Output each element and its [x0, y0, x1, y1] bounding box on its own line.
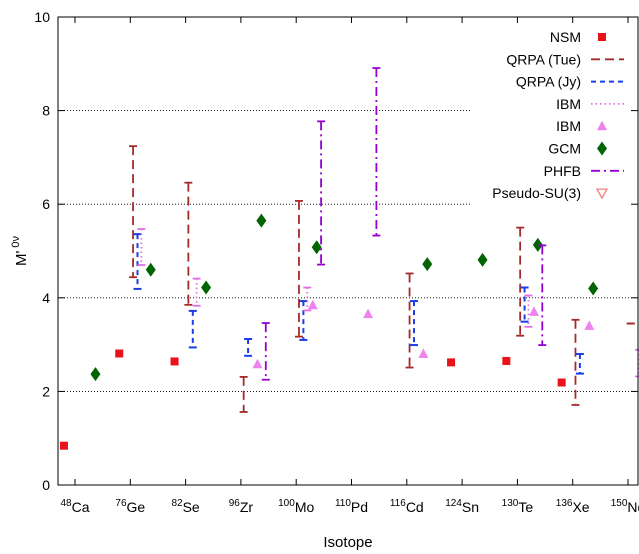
y-tick-label: 0	[42, 477, 50, 493]
x-tick-label: 110Pd	[335, 498, 368, 515]
range-bar	[516, 226, 525, 337]
range-bar	[405, 272, 414, 369]
legend-label: QRPA (Jy)	[516, 74, 581, 90]
range-bar	[538, 244, 547, 346]
data-point	[502, 356, 511, 365]
range-bar	[575, 352, 584, 375]
x-tick-label: 82Se	[171, 498, 199, 515]
x-tick-label: 96Zr	[229, 498, 254, 515]
legend-label: QRPA (Tue)	[506, 51, 581, 67]
range-bar	[239, 375, 248, 413]
y-axis-label: M' 0ν	[10, 235, 30, 266]
data-point	[252, 358, 263, 369]
data-point	[447, 358, 456, 367]
range-bar	[520, 286, 529, 323]
range-bar	[184, 181, 193, 306]
data-point	[145, 262, 156, 277]
data-point	[418, 348, 429, 358]
y-tick-label: 8	[42, 103, 50, 119]
x-tick-label: 76Ge	[115, 498, 145, 515]
x-tick-label: 124Sn	[445, 498, 479, 515]
range-bar	[133, 233, 142, 290]
data-point	[59, 441, 68, 450]
series-6	[261, 67, 547, 381]
range-bar	[409, 300, 418, 347]
plot-frame	[57, 16, 639, 486]
data-point	[90, 367, 101, 382]
x-tick-label: 48Ca	[60, 498, 89, 515]
data-point	[363, 308, 374, 319]
y-tick-label: 4	[42, 290, 50, 306]
data-point	[477, 252, 488, 267]
range-bar	[635, 348, 639, 378]
legend-label: NSM	[550, 29, 581, 45]
legend-swatch	[597, 120, 607, 131]
data-point	[588, 281, 599, 296]
range-bar	[317, 120, 326, 266]
legend-label: IBM	[556, 96, 581, 112]
legend-swatch	[598, 33, 606, 41]
data-point	[557, 378, 566, 387]
range-bar	[188, 309, 197, 349]
data-point	[422, 257, 433, 272]
x-tick-label: 150Nd	[611, 498, 639, 515]
data-point	[528, 306, 539, 316]
series-3	[137, 228, 639, 378]
range-bar	[571, 318, 580, 406]
axis-labels: 0 2 4 6 8 10 48Ca 76Ge 82Se 96Zr 100Mo 110Pd 116Cd 12…	[34, 9, 639, 515]
data-marks	[59, 67, 639, 450]
x-axis-label: Isotope	[323, 534, 372, 551]
x-tick-label: 136Xe	[556, 498, 590, 515]
data-point	[532, 237, 543, 252]
range-bar	[192, 277, 201, 307]
series-5	[90, 213, 599, 382]
y-tick-label: 2	[42, 383, 50, 399]
legend-swatch	[597, 141, 607, 156]
legend-swatch	[595, 188, 609, 200]
x-tick-label: 116Cd	[390, 498, 424, 515]
legend-label: IBM	[556, 118, 581, 134]
range-bar	[524, 294, 533, 328]
range-bar	[244, 337, 253, 357]
series-1	[129, 145, 635, 413]
series-0	[59, 349, 566, 450]
y-tick-label: 6	[42, 196, 50, 212]
legend: NSM QRPA (Tue) QRPA (Jy) IBM IBM GCM PHFB Pseud…	[492, 29, 624, 201]
data-point	[115, 349, 124, 358]
data-point	[256, 213, 267, 228]
range-bar	[261, 322, 270, 381]
legend-label: Pseudo-SU(3)	[492, 185, 581, 201]
range-bar	[137, 228, 146, 266]
data-point	[584, 320, 595, 330]
data-point	[307, 299, 318, 310]
y-tick-label: 10	[34, 9, 50, 25]
range-bar	[303, 286, 312, 312]
data-point	[311, 240, 322, 255]
x-tick-label: 100Mo	[278, 498, 314, 515]
series-2	[133, 233, 584, 375]
range-bar	[294, 200, 303, 338]
data-point	[201, 280, 212, 295]
x-tick-label: 130Te	[502, 498, 534, 515]
range-bar	[372, 67, 381, 237]
series-4	[252, 299, 595, 369]
grid-lines	[58, 110, 638, 392]
legend-label: GCM	[548, 141, 581, 157]
range-bar	[299, 300, 308, 341]
data-point	[170, 357, 179, 366]
range-bar	[129, 145, 138, 279]
legend-label: PHFB	[544, 163, 581, 179]
